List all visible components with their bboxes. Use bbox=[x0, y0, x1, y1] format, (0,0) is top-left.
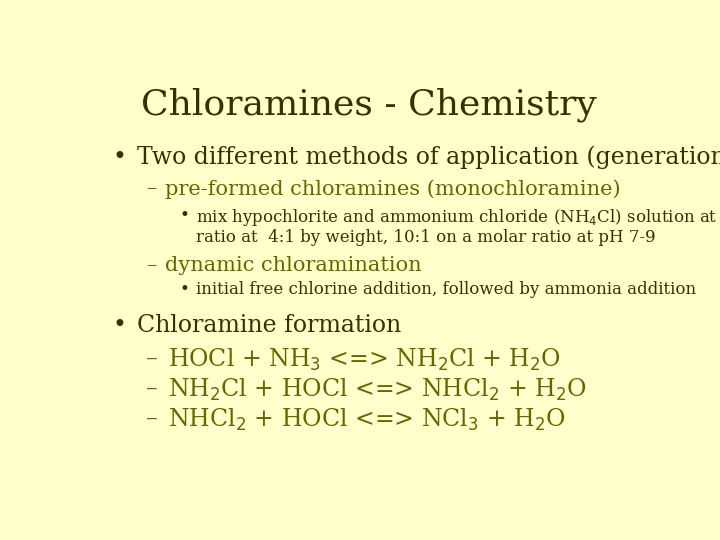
Text: HOCl + NH$_3$ <=> NH$_2$Cl + H$_2$O: HOCl + NH$_3$ <=> NH$_2$Cl + H$_2$O bbox=[168, 347, 561, 373]
Text: –: – bbox=[145, 377, 158, 400]
Text: Chloramine formation: Chloramine formation bbox=[138, 314, 402, 338]
Text: •: • bbox=[112, 314, 126, 338]
Text: Two different methods of application (generation): Two different methods of application (ge… bbox=[138, 146, 720, 170]
Text: •: • bbox=[179, 207, 189, 225]
Text: –: – bbox=[145, 407, 158, 430]
Text: Chloramines - Chemistry: Chloramines - Chemistry bbox=[141, 87, 597, 122]
Text: •: • bbox=[179, 281, 189, 298]
Text: –: – bbox=[145, 347, 158, 370]
Text: pre-formed chloramines (monochloramine): pre-formed chloramines (monochloramine) bbox=[166, 179, 621, 199]
Text: NHCl$_2$ + HOCl <=> NCl$_3$ + H$_2$O: NHCl$_2$ + HOCl <=> NCl$_3$ + H$_2$O bbox=[168, 407, 566, 433]
Text: mix hypochlorite and ammonium chloride (NH$_4$Cl) solution at Cl$_2$ : N: mix hypochlorite and ammonium chloride (… bbox=[196, 207, 720, 228]
Text: –: – bbox=[145, 179, 156, 198]
Text: NH$_2$Cl + HOCl <=> NHCl$_2$ + H$_2$O: NH$_2$Cl + HOCl <=> NHCl$_2$ + H$_2$O bbox=[168, 377, 587, 403]
Text: dynamic chloramination: dynamic chloramination bbox=[166, 256, 422, 275]
Text: initial free chlorine addition, followed by ammonia addition: initial free chlorine addition, followed… bbox=[196, 281, 696, 298]
Text: ratio at  4:1 by weight, 10:1 on a molar ratio at pH 7-9: ratio at 4:1 by weight, 10:1 on a molar … bbox=[196, 229, 656, 246]
Text: –: – bbox=[145, 256, 156, 275]
Text: •: • bbox=[112, 146, 126, 169]
